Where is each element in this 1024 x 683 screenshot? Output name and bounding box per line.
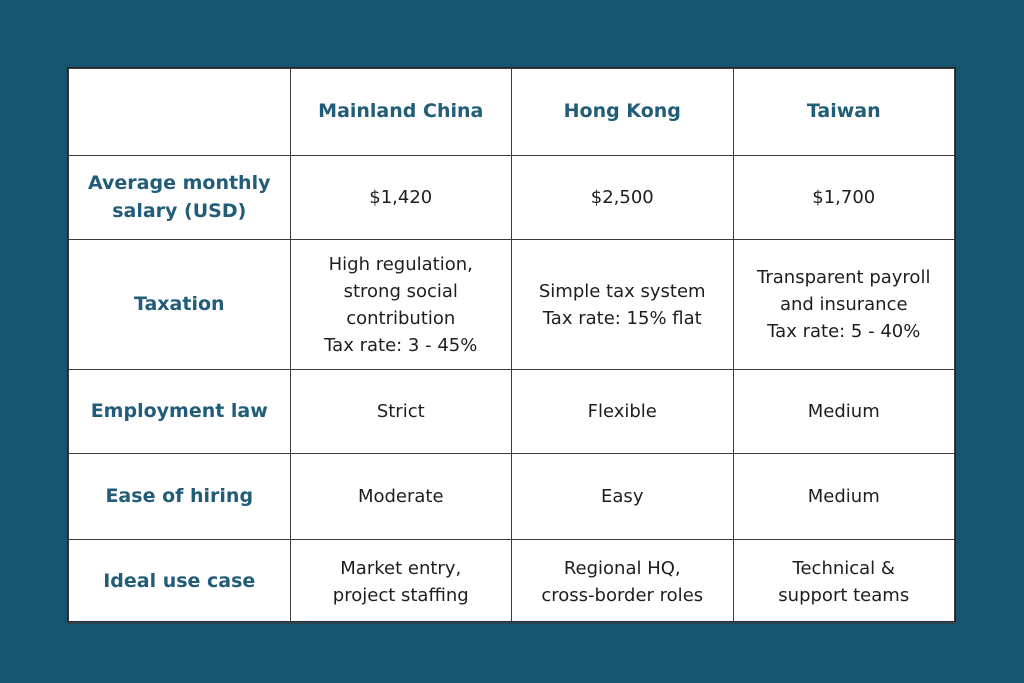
- row-label-employment-law: Employment law: [68, 369, 291, 454]
- cell-ease-of-hiring-hong-kong: Easy: [511, 453, 734, 540]
- corner-cell: [68, 68, 291, 156]
- row-label-average-monthly-salary: Average monthly salary (USD): [68, 155, 291, 240]
- cell-taxation-taiwan: Transparent payroll and insurance Tax ra…: [732, 239, 955, 370]
- row-label-ideal-use-case: Ideal use case: [68, 539, 291, 624]
- cell-taxation-mainland-china: High regulation, strong social contribut…: [289, 239, 512, 370]
- cell-taxation-hong-kong: Simple tax system Tax rate: 15% flat: [511, 239, 734, 370]
- column-header-taiwan: Taiwan: [732, 68, 955, 156]
- cell-employment-law-hong-kong: Flexible: [511, 369, 734, 454]
- table-row: Ease of hiring Moderate Easy Medium: [68, 453, 955, 540]
- table-header-row: Mainland China Hong Kong Taiwan: [68, 68, 955, 156]
- cell-salary-mainland-china: $1,420: [289, 155, 512, 240]
- cell-ease-of-hiring-taiwan: Medium: [732, 453, 955, 540]
- cell-salary-taiwan: $1,700: [732, 155, 955, 240]
- cell-ideal-use-case-mainland-china: Market entry, project staffing: [289, 539, 512, 624]
- comparison-table: Mainland China Hong Kong Taiwan Average …: [67, 67, 956, 624]
- cell-ideal-use-case-hong-kong: Regional HQ, cross-border roles: [511, 539, 734, 624]
- table-row: Ideal use case Market entry, project sta…: [68, 539, 955, 624]
- column-header-mainland-china: Mainland China: [289, 68, 512, 156]
- row-label-ease-of-hiring: Ease of hiring: [68, 453, 291, 540]
- table-row: Employment law Strict Flexible Medium: [68, 369, 955, 454]
- cell-ideal-use-case-taiwan: Technical & support teams: [732, 539, 955, 624]
- column-header-hong-kong: Hong Kong: [511, 68, 734, 156]
- cell-salary-hong-kong: $2,500: [511, 155, 734, 240]
- row-label-taxation: Taxation: [68, 239, 291, 370]
- table-row: Average monthly salary (USD) $1,420 $2,5…: [68, 155, 955, 240]
- comparison-table-grid: Mainland China Hong Kong Taiwan Average …: [68, 68, 955, 624]
- cell-ease-of-hiring-mainland-china: Moderate: [289, 453, 512, 540]
- cell-employment-law-mainland-china: Strict: [289, 369, 512, 454]
- table-row: Taxation High regulation, strong social …: [68, 239, 955, 370]
- cell-employment-law-taiwan: Medium: [732, 369, 955, 454]
